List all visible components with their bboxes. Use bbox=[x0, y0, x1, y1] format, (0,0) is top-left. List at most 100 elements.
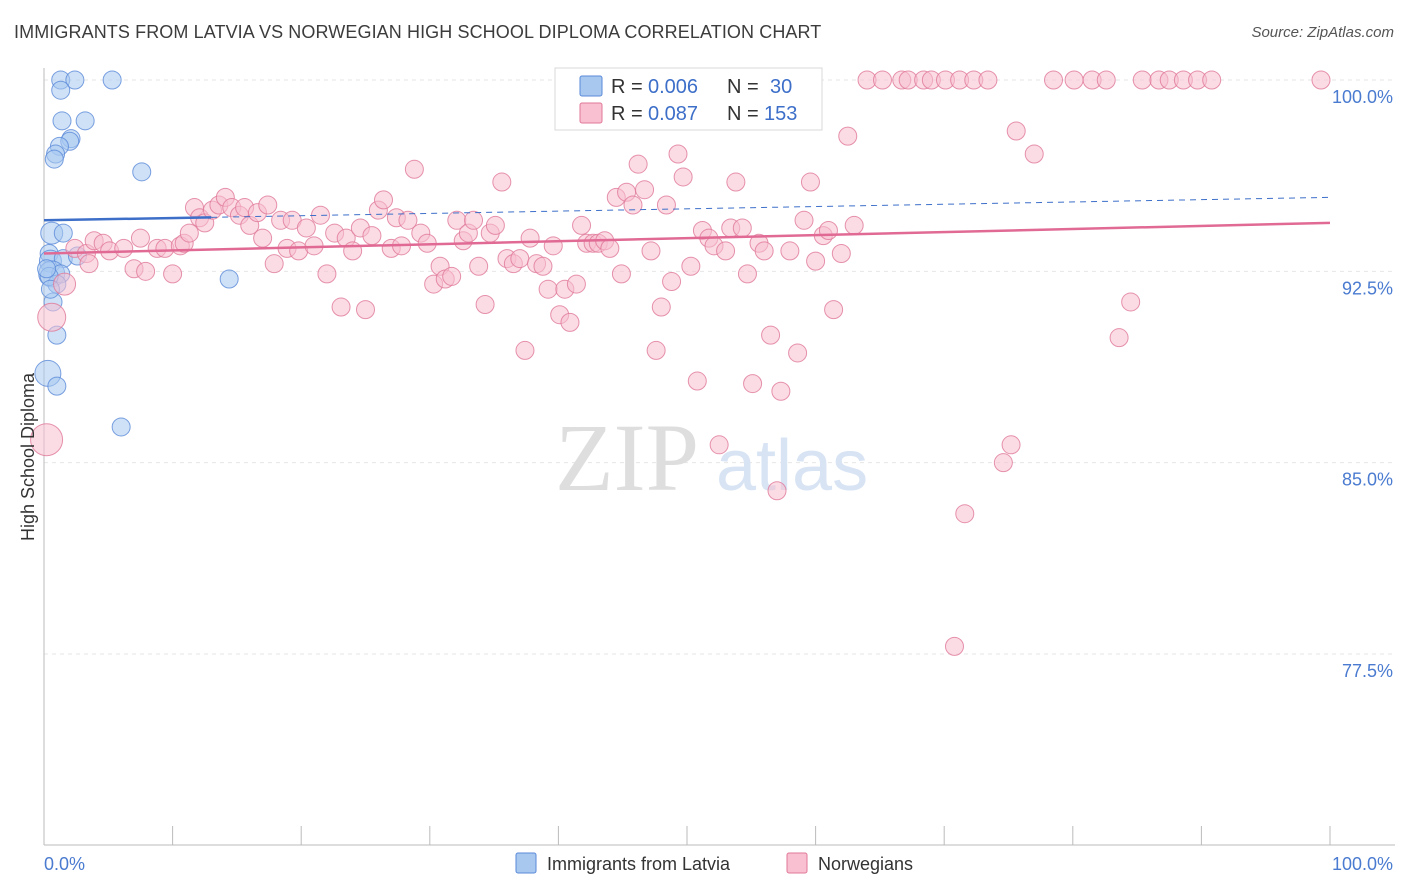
norwegians-point-69 bbox=[492, 172, 512, 192]
norwegians-point-112 bbox=[737, 264, 757, 284]
norwegians-point-147 bbox=[1096, 70, 1116, 90]
norwegians-point-77 bbox=[538, 279, 558, 299]
norwegians-point-40 bbox=[317, 264, 337, 284]
legend-n-label-latvia: N = bbox=[727, 76, 759, 98]
norwegians-point-150 bbox=[1132, 70, 1152, 90]
latvia-point-22 bbox=[219, 269, 239, 289]
norwegians-point-95 bbox=[641, 241, 661, 261]
norwegians-point-110 bbox=[726, 172, 746, 192]
x-tick-label-1: 100.0% bbox=[1332, 854, 1393, 874]
norwegians-point-158 bbox=[1311, 70, 1331, 90]
norwegians-point-96 bbox=[646, 340, 666, 360]
norwegians-point-47 bbox=[362, 226, 382, 246]
norwegians-point-76 bbox=[533, 256, 553, 276]
norwegians-point-66 bbox=[475, 294, 495, 314]
latvia-point-28 bbox=[37, 259, 57, 279]
norwegians-point-148 bbox=[1109, 328, 1129, 348]
norwegians-point-98 bbox=[656, 195, 676, 215]
norwegians-point-12 bbox=[136, 261, 156, 281]
norwegians-point-103 bbox=[687, 371, 707, 391]
watermark-atlas: atlas bbox=[716, 426, 868, 506]
legend-n-value-norwegians: 153 bbox=[764, 103, 797, 125]
norwegians-point-97 bbox=[651, 297, 671, 317]
bottom-legend-label-norwegians[interactable]: Norwegians bbox=[818, 854, 913, 874]
norwegians-point-88 bbox=[600, 238, 620, 258]
series-latvia-points bbox=[34, 70, 239, 437]
norwegians-point-15 bbox=[163, 264, 183, 284]
norwegians-point-122 bbox=[800, 172, 820, 192]
legend-r-value-norwegians: 0.087 bbox=[648, 103, 698, 125]
norwegians-point-126 bbox=[824, 300, 844, 320]
norwegians-point-44 bbox=[343, 241, 363, 261]
norwegians-point-92 bbox=[623, 195, 643, 215]
tick-labels: 77.5% 85.0% 92.5% 100.0% 0.0% 100.0% bbox=[44, 87, 1393, 874]
y-tick-label-2: 92.5% bbox=[1342, 278, 1393, 298]
norwegians-point-30 bbox=[253, 228, 273, 248]
norwegians-point-149 bbox=[1121, 292, 1141, 312]
latvia-point-10 bbox=[44, 149, 64, 169]
norwegians-point-5 bbox=[79, 254, 99, 274]
legend-n-label-norwegians: N = bbox=[727, 103, 759, 125]
latvia-point-5 bbox=[75, 111, 95, 131]
norwegians-point-2 bbox=[53, 272, 77, 296]
norwegians-point-64 bbox=[464, 210, 484, 230]
axes bbox=[43, 68, 1395, 846]
norwegians-point-11 bbox=[130, 228, 150, 248]
norwegians-point-157 bbox=[1202, 70, 1222, 90]
norwegians-point-119 bbox=[780, 241, 800, 261]
norwegians-point-127 bbox=[831, 243, 851, 263]
bottom-legend: Immigrants from Latvia Norwegians bbox=[515, 852, 913, 874]
trend-lines bbox=[43, 196, 1331, 255]
norwegians-point-141 bbox=[1001, 435, 1021, 455]
norwegians-point-31 bbox=[258, 195, 278, 215]
x-tick-label-0: 0.0% bbox=[44, 854, 85, 874]
norwegians-point-81 bbox=[560, 312, 580, 332]
latvia-point-26 bbox=[47, 376, 67, 396]
norwegians-point-118 bbox=[771, 381, 791, 401]
norwegians-point-100 bbox=[668, 144, 688, 164]
series-norwegians-points bbox=[30, 70, 1331, 656]
norwegians-point-145 bbox=[1064, 70, 1084, 90]
norwegians-point-93 bbox=[628, 154, 648, 174]
norwegians-point-142 bbox=[1006, 121, 1026, 141]
bottom-legend-label-latvia[interactable]: Immigrants from Latvia bbox=[547, 854, 731, 874]
latvia-point-1 bbox=[65, 70, 85, 90]
legend-r-value-latvia: 0.006 bbox=[648, 76, 698, 98]
latvia-point-27 bbox=[111, 417, 131, 437]
norwegians-point-73 bbox=[515, 340, 535, 360]
norwegians-point-74 bbox=[520, 228, 540, 248]
legend-r-label-norwegians: R = bbox=[611, 103, 643, 125]
y-tick-label-1: 85.0% bbox=[1342, 470, 1393, 490]
norwegians-point-94 bbox=[635, 180, 655, 200]
norwegians-point-131 bbox=[872, 70, 892, 90]
norwegians-point-68 bbox=[485, 215, 505, 235]
latvia-point-11 bbox=[132, 162, 152, 182]
norwegians-point-49 bbox=[374, 190, 394, 210]
norwegians-point-53 bbox=[398, 210, 418, 230]
norwegians-point-117 bbox=[767, 481, 787, 501]
norwegians-point-108 bbox=[716, 241, 736, 261]
norwegians-point-107 bbox=[709, 435, 729, 455]
y-tick-label-3: 100.0% bbox=[1332, 87, 1393, 107]
watermark-zip: ZIP bbox=[555, 404, 699, 511]
norwegians-point-42 bbox=[331, 297, 351, 317]
norwegians-point-32 bbox=[264, 254, 284, 274]
norwegians-point-125 bbox=[818, 221, 838, 241]
bottom-legend-swatch-norwegians[interactable] bbox=[786, 852, 808, 874]
norwegians-point-144 bbox=[1044, 70, 1064, 90]
legend-swatch-norwegians bbox=[579, 102, 603, 124]
norwegians-point-123 bbox=[806, 251, 826, 271]
source-label[interactable]: Source: ZipAtlas.com bbox=[1251, 24, 1394, 41]
trend-line-norwegians bbox=[43, 221, 1331, 255]
norwegians-point-0 bbox=[37, 302, 67, 332]
bottom-legend-swatch-latvia[interactable] bbox=[515, 852, 537, 874]
norwegians-point-102 bbox=[681, 256, 701, 276]
norwegians-point-115 bbox=[754, 241, 774, 261]
y-axis-label: High School Diploma bbox=[18, 372, 38, 541]
norwegians-point-101 bbox=[673, 167, 693, 187]
norwegians-point-116 bbox=[761, 325, 781, 345]
norwegians-point-82 bbox=[566, 274, 586, 294]
norwegians-point-37 bbox=[296, 218, 316, 238]
norwegians-point-128 bbox=[838, 126, 858, 146]
